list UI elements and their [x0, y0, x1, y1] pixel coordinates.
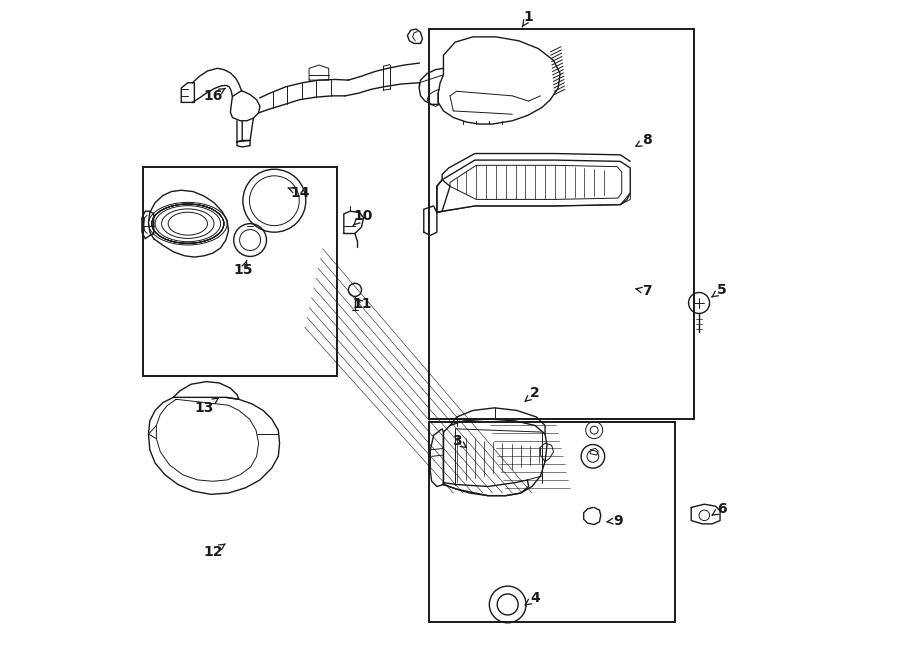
Bar: [429, 422, 675, 622]
Text: 6: 6: [712, 502, 727, 516]
Text: 7: 7: [636, 284, 652, 298]
Text: 13: 13: [194, 397, 219, 415]
Text: 11: 11: [353, 297, 372, 311]
Text: 4: 4: [525, 591, 540, 605]
Text: 14: 14: [288, 186, 310, 200]
Text: 16: 16: [203, 89, 225, 103]
Text: 5: 5: [712, 283, 727, 297]
Text: 9: 9: [608, 514, 623, 527]
Bar: [429, 29, 695, 419]
Text: 15: 15: [234, 260, 253, 277]
Text: 12: 12: [203, 544, 225, 559]
Bar: [143, 167, 337, 376]
Text: 3: 3: [452, 434, 466, 447]
Text: 1: 1: [522, 10, 534, 27]
Text: 8: 8: [635, 134, 652, 147]
Text: 10: 10: [353, 209, 374, 225]
Text: 2: 2: [525, 386, 540, 401]
